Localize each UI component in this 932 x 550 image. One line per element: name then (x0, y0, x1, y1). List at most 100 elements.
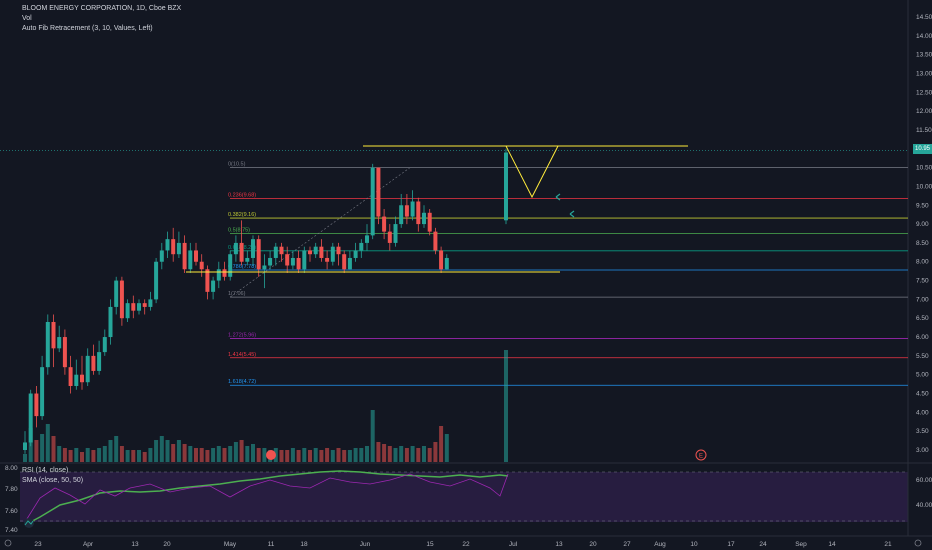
volume-bar (142, 452, 147, 462)
volume-bar (119, 446, 124, 462)
volume-bar (45, 424, 50, 462)
volume-bar (376, 442, 381, 462)
volume-bar (251, 444, 255, 462)
candle-body (504, 152, 508, 221)
volume-bar (336, 448, 341, 462)
candle-body (102, 337, 107, 353)
time-axis-label: 22 (462, 541, 470, 548)
candle-body (205, 269, 210, 292)
volume-bar (296, 450, 301, 462)
fib-level-label: 0.382(9.16) (228, 212, 256, 218)
volume-bar (228, 446, 233, 462)
volume-bar (233, 442, 238, 462)
candle-body (23, 442, 27, 450)
volume-bar (302, 448, 307, 462)
candle-body (28, 393, 33, 443)
price-axis-label: 8.50 (916, 240, 929, 247)
volume-bar (325, 448, 330, 462)
time-axis-label: 13 (555, 541, 563, 548)
candle-body (365, 235, 369, 243)
candle-body (51, 321, 56, 349)
candle-body (342, 254, 347, 270)
volume-bar (308, 450, 312, 462)
candle-body (85, 355, 90, 383)
volume-bar (285, 450, 290, 462)
price-axis-label: 14.00 (916, 33, 932, 40)
rsi-legend-label[interactable]: RSI (14, close) (22, 467, 69, 474)
price-axis-label: 6.00 (916, 334, 929, 341)
time-axis-label: 24 (759, 541, 767, 548)
candle-body (422, 212, 426, 225)
volume-bar (80, 452, 84, 462)
candle-body (256, 239, 261, 270)
candle-body (273, 246, 278, 258)
price-axis-label: 6.50 (916, 315, 929, 322)
fib-level-label: 0.236(9.68) (228, 192, 256, 198)
candle-body (330, 246, 335, 262)
volume-bar (416, 448, 421, 462)
volume-bar (171, 444, 176, 462)
event-earnings-icon (266, 450, 276, 460)
price-axis-label: 5.50 (916, 353, 929, 360)
event-e-icon (695, 449, 707, 461)
candle-body (176, 242, 181, 255)
candle-body (279, 246, 284, 255)
candle-body (74, 374, 79, 386)
fib-level-label: 1(7.06) (228, 291, 246, 297)
rsi-sma-legend-label[interactable]: SMA (close, 50, 50) (22, 477, 84, 484)
volume-bar (216, 446, 221, 462)
tradingview-logo-mark-icon (24, 520, 34, 526)
rsi-sma-line (24, 470, 509, 526)
volume-bar (137, 450, 141, 462)
volume-bar (211, 448, 216, 462)
symbol-title[interactable]: BLOOM ENERGY CORPORATION, 1D, Cboe BZX (22, 5, 182, 12)
price-axis-label: 4.50 (916, 391, 929, 398)
price-axis-label: 5.00 (916, 372, 929, 379)
price-axis-label: 3.00 (916, 447, 929, 454)
candle-body (148, 299, 153, 307)
price-axis-label: 9.00 (916, 221, 929, 228)
time-axis-label: 23 (34, 541, 42, 548)
time-axis-label: 10 (690, 541, 698, 548)
volume-bar (125, 450, 130, 462)
candle-body (125, 303, 130, 319)
volume-bar (51, 436, 56, 462)
auto-fib-legend[interactable]: Auto Fib Retracement (3, 10, Values, Lef… (22, 25, 153, 32)
time-axis-label: May (224, 541, 237, 548)
main-pane (0, 0, 908, 462)
left-axis-label: 7.40 (5, 527, 18, 534)
volume-bar (97, 448, 102, 462)
fib-level-label: 0(10.5) (228, 162, 246, 168)
volume-bar (148, 448, 153, 462)
time-axis-label: Apr (83, 541, 94, 548)
candle-body (325, 257, 330, 262)
candle-body (119, 280, 124, 319)
volume-bar (353, 448, 358, 462)
volume-bar (40, 434, 45, 462)
volume-bar (165, 440, 170, 462)
volume-bar (74, 448, 79, 462)
left-axis-label: 8.00 (5, 465, 18, 472)
volume-bar (176, 440, 181, 462)
volume-legend[interactable]: Vol (22, 15, 32, 22)
volume-bar (68, 450, 73, 462)
candle-body (439, 250, 444, 270)
candle-body (34, 393, 39, 417)
rsi-axis-label: 40.00 (916, 502, 932, 509)
time-axis-label: 18 (300, 541, 308, 548)
candle-body (40, 367, 45, 417)
volume-bar (382, 444, 387, 462)
v-pattern-drawing (505, 145, 559, 199)
price-axis-label: 14.50 (916, 14, 932, 21)
candle-body (182, 242, 187, 270)
candle-body (114, 280, 119, 307)
fib-level-label: 1.414(5.45) (228, 352, 256, 358)
time-axis-label: 20 (163, 541, 171, 548)
rsi-legend: RSI (14, close) SMA (close, 50, 50) (22, 466, 83, 486)
volume-bar (194, 448, 198, 462)
volume-bar (399, 446, 404, 462)
candle-body (80, 374, 84, 383)
volume-bar (28, 428, 33, 462)
candle-body (444, 257, 449, 270)
